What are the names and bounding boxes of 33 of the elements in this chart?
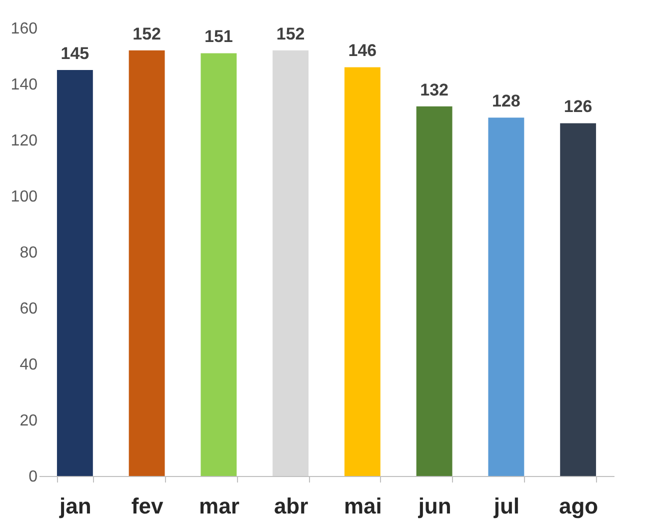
y-tick-label: 120 [10,132,38,150]
bar [272,50,309,476]
data-label: 145 [60,44,90,63]
data-label: 151 [204,27,233,46]
data-label: 152 [276,24,305,44]
y-tick-label: 140 [10,76,38,94]
bar [56,70,93,476]
y-tick-label: 0 [28,468,38,486]
bar [344,67,380,476]
data-label: 128 [492,92,520,111]
x-tick-label: jan [58,494,92,518]
y-tick-label: 20 [20,412,38,430]
bar [488,118,524,476]
data-label: 132 [420,80,448,100]
x-tick-label: ago [559,494,598,518]
y-tick-label: 100 [10,188,38,206]
data-label: 126 [564,97,592,116]
bar [560,123,596,476]
y-tick-label: 40 [20,356,38,374]
data-label: 152 [132,24,161,44]
bar [200,53,237,476]
bar [416,106,452,476]
x-tick-label: jun [417,494,452,518]
x-tick-label: mai [344,494,382,518]
x-tick-label: abr [274,494,309,518]
x-tick-label: jul [492,494,520,518]
y-tick-label: 160 [10,20,38,38]
y-tick-label: 60 [20,300,38,318]
bar [128,50,165,476]
x-tick-label: fev [131,494,164,518]
x-tick-label: mar [199,494,240,518]
data-label: 146 [348,41,377,60]
y-tick-label: 80 [20,244,38,262]
